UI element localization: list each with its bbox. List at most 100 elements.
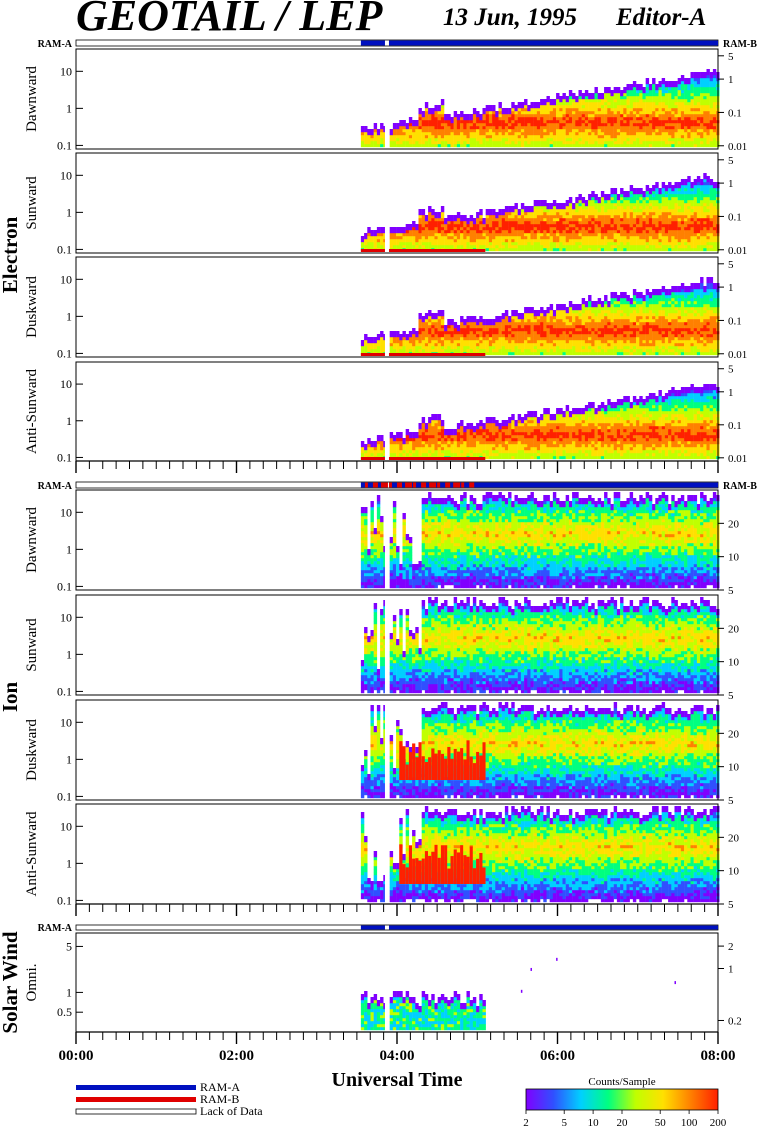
spectrogram-cell bbox=[584, 141, 589, 145]
spectrogram-cell bbox=[508, 224, 512, 228]
spectrogram-cell bbox=[527, 346, 531, 350]
spectrogram-cell bbox=[700, 233, 704, 237]
spectrogram-cell bbox=[696, 176, 701, 180]
spectrogram-cell bbox=[488, 233, 493, 237]
spectrogram-cell bbox=[639, 138, 643, 142]
spectrogram-cell bbox=[514, 209, 518, 213]
spectrogram-cell bbox=[556, 108, 560, 112]
spectrogram-cell bbox=[447, 239, 451, 243]
spectrogram-cell bbox=[703, 200, 707, 204]
spectrogram-cell bbox=[463, 218, 467, 222]
spectrogram-cell bbox=[648, 209, 653, 213]
spectrogram-cell bbox=[613, 233, 618, 237]
spectrogram-cell bbox=[524, 108, 528, 112]
spectrogram-cell bbox=[594, 236, 598, 240]
spectrogram-cell bbox=[415, 331, 419, 335]
spectrogram-cell bbox=[632, 218, 637, 222]
spectrogram-cell bbox=[578, 215, 582, 219]
spectrogram-cell bbox=[594, 343, 598, 347]
spectrogram-cell bbox=[655, 90, 659, 94]
spectrogram-cell bbox=[588, 239, 592, 243]
spectrogram-cell bbox=[485, 242, 490, 246]
ram-right-label: RAM-B bbox=[723, 481, 757, 492]
spectrogram-cell bbox=[658, 194, 662, 198]
spectrogram-cell bbox=[703, 114, 707, 118]
spectrogram-cell bbox=[556, 322, 560, 326]
spectrogram-cell bbox=[376, 242, 381, 246]
spectrogram-cell bbox=[629, 218, 634, 222]
spectrogram-cell bbox=[514, 141, 518, 145]
spectrogram-cell bbox=[671, 197, 675, 201]
spectrogram-cell bbox=[399, 138, 403, 142]
spectrogram-cell bbox=[517, 239, 522, 243]
spectrogram-cell bbox=[360, 346, 365, 350]
spectrogram-cell bbox=[450, 233, 454, 237]
spectrogram-cell bbox=[543, 352, 547, 356]
spectrogram-cell bbox=[661, 221, 666, 225]
spectrogram-cell bbox=[524, 132, 528, 136]
spectrogram-cell bbox=[456, 239, 461, 243]
ram-b-segment bbox=[437, 482, 441, 488]
spectrogram-cell bbox=[552, 99, 557, 103]
spectrogram-cell bbox=[632, 188, 637, 192]
spectrogram-cell bbox=[476, 340, 480, 344]
spectrogram-cell bbox=[639, 135, 643, 139]
spectrogram-cell bbox=[418, 233, 422, 237]
spectrogram-cell bbox=[668, 221, 672, 225]
spectrogram-cell bbox=[594, 105, 598, 109]
spectrogram-cell bbox=[645, 93, 650, 97]
spectrogram-cell bbox=[709, 245, 714, 249]
spectrogram-cell bbox=[652, 203, 656, 207]
spectrogram-cell bbox=[591, 313, 595, 317]
spectrogram-cell bbox=[645, 331, 650, 335]
spectrogram-cell bbox=[655, 123, 659, 127]
spectrogram-cell bbox=[552, 310, 557, 314]
spectrogram-cell bbox=[623, 108, 627, 112]
spectrogram-cell bbox=[629, 194, 634, 198]
spectrogram-cell bbox=[479, 114, 483, 118]
spectrogram-cell bbox=[610, 310, 614, 314]
spectrogram-cell bbox=[581, 298, 586, 302]
spectrogram-cell bbox=[687, 233, 691, 237]
spectrogram-cell bbox=[600, 144, 605, 148]
spectrogram-cell bbox=[511, 328, 515, 332]
spectrogram-cell bbox=[396, 239, 400, 243]
spectrogram-cell bbox=[655, 197, 659, 201]
spectrogram-cell bbox=[632, 301, 637, 305]
spectrogram-cell bbox=[664, 248, 669, 252]
spectrogram-cell bbox=[562, 325, 566, 329]
spectrogram-cell bbox=[476, 328, 480, 332]
spectrogram-cell bbox=[607, 90, 611, 94]
spectrogram-cell bbox=[492, 331, 496, 335]
spectrogram-cell bbox=[492, 224, 496, 228]
spectrogram-cell bbox=[424, 334, 429, 338]
spectrogram-cell bbox=[415, 126, 419, 130]
spectrogram-cell bbox=[575, 307, 579, 311]
spectrogram-cell bbox=[565, 325, 570, 329]
spectrogram-cell bbox=[696, 144, 701, 148]
spectrogram-cell bbox=[648, 349, 653, 353]
ram-b-segment bbox=[445, 482, 451, 488]
spectrogram-cell bbox=[703, 239, 707, 243]
spectrogram-cell bbox=[664, 111, 669, 115]
spectrogram-cell bbox=[396, 230, 400, 234]
spectrogram-cell bbox=[536, 331, 541, 335]
spectrogram-cell bbox=[514, 239, 518, 243]
spectrogram-cell bbox=[434, 105, 438, 109]
spectrogram-cell bbox=[671, 242, 675, 246]
spectrogram-cell bbox=[511, 352, 515, 356]
spectrogram-cell bbox=[671, 93, 675, 97]
spectrogram-cell bbox=[408, 117, 413, 121]
spectrogram-cell bbox=[501, 218, 506, 222]
spectrogram-cell bbox=[700, 72, 704, 76]
spectrogram-cell bbox=[639, 221, 643, 225]
spectrogram-cell bbox=[600, 331, 605, 335]
spectrogram-cell bbox=[424, 141, 429, 145]
spectrogram-cell bbox=[584, 215, 589, 219]
spectrogram-cell bbox=[604, 325, 608, 329]
spectrogram-cell bbox=[434, 123, 438, 127]
spectrogram-cell bbox=[460, 245, 464, 249]
spectrogram-cell bbox=[664, 224, 669, 228]
spectrogram-cell bbox=[437, 129, 442, 133]
spectrogram-cell bbox=[440, 102, 445, 106]
